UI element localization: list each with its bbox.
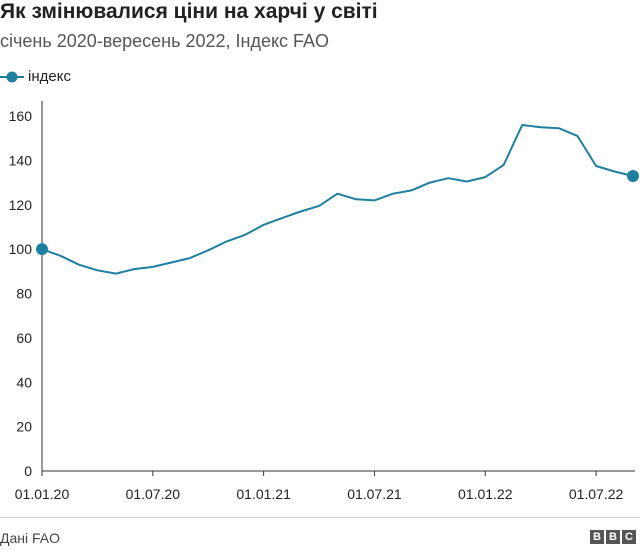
- x-tick-label: 01.01.20: [15, 486, 70, 502]
- y-tick-label: 140: [9, 152, 33, 168]
- x-tick-label: 01.01.22: [458, 486, 513, 502]
- x-tick-label: 01.07.22: [569, 486, 624, 502]
- legend: індекс: [0, 68, 71, 85]
- data-point-marker: [36, 243, 48, 256]
- chart-subtitle: січень 2020-вересень 2022, Індекс FAO: [0, 31, 330, 51]
- y-tick-label: 40: [16, 374, 32, 390]
- y-tick-label: 60: [16, 330, 32, 346]
- data-point-marker: [627, 169, 639, 182]
- source-note: Дані FAO: [0, 530, 61, 546]
- legend-marker: [0, 71, 24, 82]
- y-tick-label: 160: [9, 108, 33, 124]
- y-tick-label: 120: [9, 197, 33, 213]
- y-tick-label: 80: [16, 286, 32, 302]
- y-tick-label: 100: [9, 241, 33, 257]
- chart-title: Як змінювалися ціни на харчі у світі: [0, 0, 378, 23]
- footer-divider: [0, 517, 640, 518]
- logo-letter: C: [622, 530, 636, 544]
- line-chart: 0 20 40 60 80 100 120 140 160 01.01.20 01.07.20 01.…: [9, 101, 639, 502]
- logo-letter: B: [606, 530, 620, 544]
- bbc-logo: B B C: [590, 530, 636, 544]
- series-line: [41, 124, 634, 275]
- y-tick-label: 20: [16, 419, 32, 435]
- x-tick-label: 01.07.21: [347, 486, 402, 502]
- legend-label: індекс: [28, 68, 71, 85]
- logo-letter: B: [590, 530, 604, 544]
- x-tick-label: 01.01.21: [236, 486, 291, 502]
- y-tick-label: 0: [24, 463, 32, 479]
- x-tick-label: 01.07.20: [126, 486, 181, 502]
